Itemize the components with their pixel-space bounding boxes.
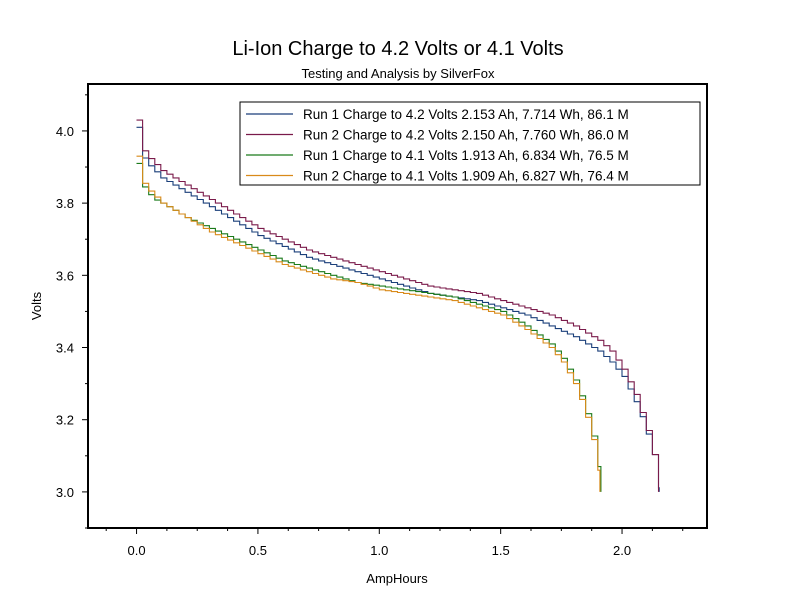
y-tick-label: 3.0 xyxy=(56,485,74,500)
x-tick-label: 2.0 xyxy=(613,543,631,558)
x-axis-label: AmpHours xyxy=(366,571,428,586)
x-tick-label: 0.5 xyxy=(249,543,267,558)
series-line-3 xyxy=(136,162,602,492)
series-lines xyxy=(136,119,660,492)
y-tick-label: 3.4 xyxy=(56,341,74,356)
y-tick-label: 3.6 xyxy=(56,268,74,283)
legend-entry-4: Run 2 Charge to 4.1 Volts 1.909 Ah, 6.82… xyxy=(303,169,629,184)
y-axis-label: Volts xyxy=(29,291,44,320)
series-line-1 xyxy=(136,126,660,492)
y-tick-label: 4.0 xyxy=(56,124,74,139)
legend: Run 1 Charge to 4.2 Volts 2.153 Ah, 7.71… xyxy=(239,101,701,186)
y-tick-label: 3.8 xyxy=(56,196,74,211)
y-axis-ticks: 3.0 3.2 3.4 3.6 3.8 4.0 xyxy=(56,94,88,529)
legend-box xyxy=(239,101,701,186)
x-tick-label: 0.0 xyxy=(128,543,146,558)
x-axis-ticks: 0.0 0.5 1.0 1.5 2.0 xyxy=(105,528,684,558)
plot-area-frame xyxy=(87,83,708,529)
chart-subtitle: Testing and Analysis by SilverFox xyxy=(302,66,495,81)
x-tick-label: 1.5 xyxy=(492,543,510,558)
y-tick-label: 3.2 xyxy=(56,413,74,428)
chart-title: Li-Ion Charge to 4.2 Volts or 4.1 Volts xyxy=(232,38,563,60)
x-tick-label: 1.0 xyxy=(370,543,388,558)
series-line-2 xyxy=(136,119,660,492)
legend-entry-2: Run 2 Charge to 4.2 Volts 2.150 Ah, 7.76… xyxy=(303,128,629,143)
legend-entry-1: Run 1 Charge to 4.2 Volts 2.153 Ah, 7.71… xyxy=(303,107,629,122)
series-line-4 xyxy=(136,155,601,492)
legend-entry-3: Run 1 Charge to 4.1 Volts 1.913 Ah, 6.83… xyxy=(303,148,629,163)
